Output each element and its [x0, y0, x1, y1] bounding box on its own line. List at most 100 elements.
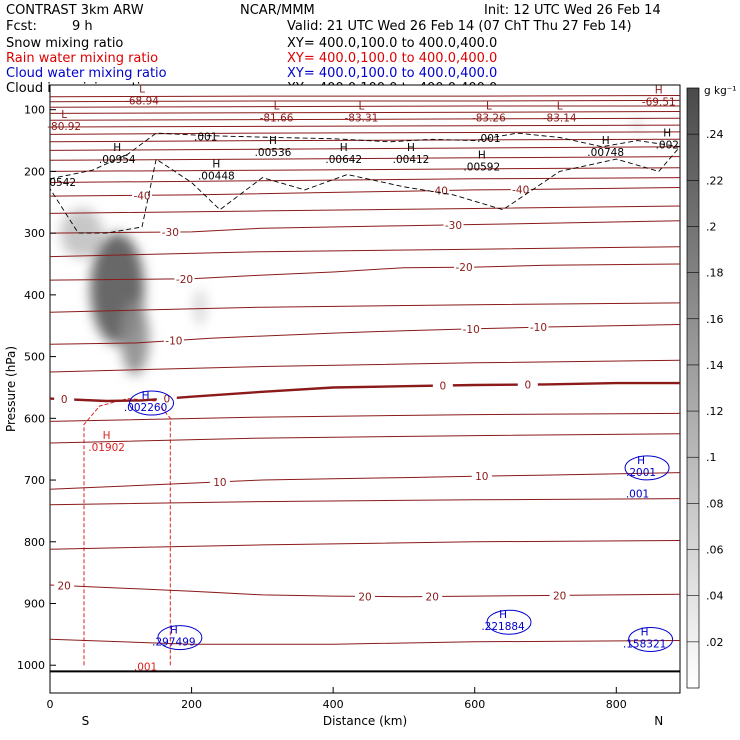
- isotherm-14: [50, 246, 680, 258]
- isotherm-15: [50, 205, 680, 214]
- cloud-water-contours: [129, 390, 674, 652]
- x-axis: 0 200 400 600 800: [47, 687, 627, 711]
- rain-extremum-value: .001: [134, 661, 157, 673]
- colorbar-tick-label: .02: [706, 636, 724, 649]
- y-tick-label: 800: [24, 536, 45, 549]
- figure-header: CONTRAST 3km ARW NCAR/MMM Init: 12 UTC W…: [6, 3, 661, 34]
- temperature-extremum-kind: L: [557, 101, 563, 113]
- cloud-water-extremum-kind: H: [499, 609, 507, 621]
- cloud-ice-extremum-kind: H: [407, 142, 415, 154]
- isotherm-label: -40: [431, 186, 448, 198]
- legend-xy-snow: XY= 400.0,100.0 to 400.0,400.0: [287, 36, 497, 51]
- rain-contours: [83, 398, 171, 666]
- temperature-extremum-kind: L: [486, 101, 492, 113]
- isotherm-label: 20: [553, 590, 566, 602]
- isotherm-label-bg: [156, 392, 177, 404]
- rain-extremum-value: .01902: [88, 442, 125, 454]
- isotherm-label: -30: [162, 227, 179, 239]
- temperature-extremum-value: -83.26: [472, 113, 506, 125]
- isotherm-4: [50, 187, 680, 197]
- cloud-ice-extremum-kind: H: [113, 142, 121, 154]
- y-tick-label: 100: [24, 104, 45, 117]
- temperature-extremum-value: -68.94: [125, 95, 159, 107]
- isotherm-10: [50, 433, 680, 444]
- y-tick-label: 400: [24, 289, 45, 302]
- isotherm-label-bg: [163, 334, 184, 346]
- colorbar-tick-label: .14: [706, 359, 724, 372]
- isotherm-22: [50, 124, 680, 128]
- isotherm-label: 10: [213, 477, 226, 489]
- rain-extremum-kind: H: [103, 430, 111, 442]
- temperature-extremum-kind: L: [359, 101, 365, 113]
- isotherm-label-bg: [174, 272, 195, 284]
- isotherm-7: [50, 638, 680, 645]
- cloud-water-contour-0: [129, 390, 175, 416]
- endpoint-label: N: [654, 714, 663, 728]
- y-tick-label: 1000: [17, 659, 45, 672]
- cloud-ice-contours: [50, 132, 680, 234]
- isotherm-label-bg: [160, 226, 181, 238]
- isotherm-27: [50, 95, 680, 98]
- colorbar-tick-label: .12: [706, 405, 724, 418]
- temperature-extremum-kind: L: [61, 109, 67, 121]
- isotherm-label: 0: [61, 394, 68, 406]
- cloud-ice-extremum-value: .00642: [325, 154, 362, 166]
- isotherm-26: [50, 99, 680, 103]
- isotherm-2: [50, 263, 680, 281]
- temperature-extremum-kind: L: [139, 83, 145, 95]
- cloud-ice-extremum-value: .001: [477, 133, 500, 145]
- cloud-water-extremum-kind: H: [142, 390, 150, 402]
- colorbar-tick-label: .2: [706, 220, 717, 233]
- legend-field-snow: Snow mixing ratio: [6, 36, 123, 51]
- isotherm-label-bg: [422, 590, 443, 602]
- temperature-extremum-value: -69.51: [642, 97, 676, 109]
- cloud-ice-extremum-value: .00412: [393, 154, 430, 166]
- extrema-annotations: L-68.94L-80.92L-81.66L-83.31L-83.26L-83.…: [47, 83, 679, 673]
- init-label: Init: 12 UTC Wed 26 Feb 14: [484, 3, 661, 18]
- cloud-water-extremum-value: .002260: [124, 402, 167, 414]
- cloud-ice-extremum-kind: H: [269, 135, 277, 147]
- isotherm-label-bg: [528, 321, 549, 333]
- isotherm-13: [50, 302, 680, 313]
- isotherm-label-bg: [54, 579, 75, 591]
- cloud-ice-extremum-value: .00748: [587, 147, 624, 159]
- colorbar-units: g kg⁻¹: [704, 85, 737, 97]
- isotherm-label: 0: [163, 394, 170, 406]
- y-axis-label: Pressure (hPa): [4, 346, 18, 432]
- isotherm-5: [50, 472, 680, 490]
- isotherm-3: [50, 220, 680, 234]
- isotherm-25: [50, 105, 680, 108]
- x-axis-label: Distance (km): [323, 714, 407, 728]
- legend-xy-cloud-water: XY= 400.0,100.0 to 400.0,400.0: [287, 66, 497, 81]
- colorbar-ramp: [686, 87, 700, 689]
- isotherm-label-bg: [432, 379, 453, 391]
- temperature-extremum-value: -83.14: [543, 113, 577, 125]
- legend-xy-rain: XY= 400.0,100.0 to 400.0,400.0: [287, 51, 497, 66]
- isotherm-label-bg: [549, 589, 570, 601]
- isotherm-label: -10: [463, 324, 480, 336]
- colorbar: g kg⁻¹ .02 .04 .06 .08 .1 .12 .14 .16 .18 .2 .22 .2…: [686, 85, 737, 689]
- cloud-ice-extremum-value: .00592: [463, 161, 500, 173]
- isotherm-label: -20: [176, 274, 193, 286]
- legend-field-cloud-water: Cloud water mixing ratio: [6, 66, 167, 81]
- isotherm-label: -20: [456, 262, 473, 274]
- y-axis: 100 200 300 400 500 600 700 800 900 1000: [17, 104, 56, 672]
- endpoint-label: S: [82, 714, 90, 728]
- y-tick-label: 200: [24, 165, 45, 178]
- model-label: CONTRAST 3km ARW: [6, 3, 144, 18]
- fcst-value: 9 h: [72, 19, 93, 34]
- plot-layer: 0 0 0 0 -10 -10 -10 -20 -20 -30 -30 -40 -40 -40 10 10 20…: [50, 95, 680, 673]
- colorbar-tick-label: .16: [706, 313, 724, 326]
- isotherm-label: -10: [165, 336, 182, 348]
- isotherm-label-bg: [454, 261, 475, 273]
- isotherm-9: [50, 498, 680, 506]
- cloud-water-extremum-value: .2001: [626, 467, 656, 479]
- isotherm-8: [50, 540, 680, 550]
- colorbar-tick-label: .22: [706, 174, 724, 187]
- colorbar-tick-label: .08: [706, 497, 724, 510]
- y-tick-label: 300: [24, 227, 45, 240]
- colorbar-tick-label: .18: [706, 267, 724, 280]
- isotherm-label: 20: [57, 581, 70, 593]
- isotherm-12: [50, 359, 680, 373]
